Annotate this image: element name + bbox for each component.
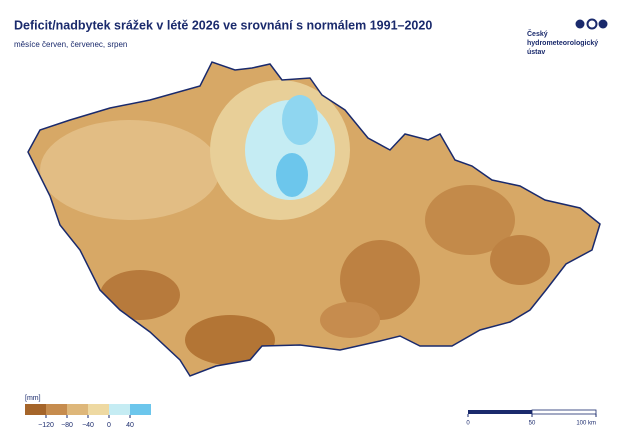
map-fill: [28, 62, 600, 376]
region: [340, 240, 420, 320]
legend: −120 −80 −40 0 40: [25, 404, 151, 429]
title: Deficit/nadbytek srážek v létě 2026 ve s…: [14, 18, 432, 32]
scale-segment: [468, 410, 532, 414]
legend-tick-label: 40: [126, 422, 134, 429]
region: [276, 153, 308, 197]
subtitle: měsíce červen, červenec, srpen: [14, 40, 127, 49]
scale-tick-label: 50: [529, 421, 536, 427]
logo: Český hydrometeorologický ústav: [527, 18, 608, 56]
logo-text: Český: [527, 29, 548, 38]
region: [490, 235, 550, 285]
region: [100, 270, 180, 320]
logo-text: hydrometeorologický: [527, 40, 598, 47]
legend-tick-label: −40: [82, 422, 94, 429]
region: [282, 95, 318, 145]
legend-tick-label: −120: [38, 422, 54, 429]
logo-dot: [575, 19, 585, 29]
legend-tick-label: 0: [107, 422, 111, 429]
legend-swatch: [46, 404, 67, 415]
logo-ring: [586, 18, 598, 30]
region: [40, 120, 220, 220]
logo-dot: [598, 19, 608, 29]
legend-swatch: [88, 404, 109, 415]
legend-tick-label: −80: [61, 422, 73, 429]
region: [425, 185, 515, 255]
scale-segment: [531, 409, 597, 415]
legend-swatch: [109, 404, 130, 415]
legend-swatch: [25, 404, 46, 415]
scale-tick-label: 100 km: [576, 421, 596, 427]
legend-unit: [mm]: [25, 395, 41, 402]
scale-bar: 0 50 100 km: [466, 409, 597, 427]
region: [185, 315, 275, 365]
region: [320, 302, 380, 338]
logo-text: ústav: [527, 49, 545, 56]
legend-swatch: [67, 404, 88, 415]
legend-swatch: [130, 404, 151, 415]
scale-tick-label: 0: [466, 421, 470, 427]
